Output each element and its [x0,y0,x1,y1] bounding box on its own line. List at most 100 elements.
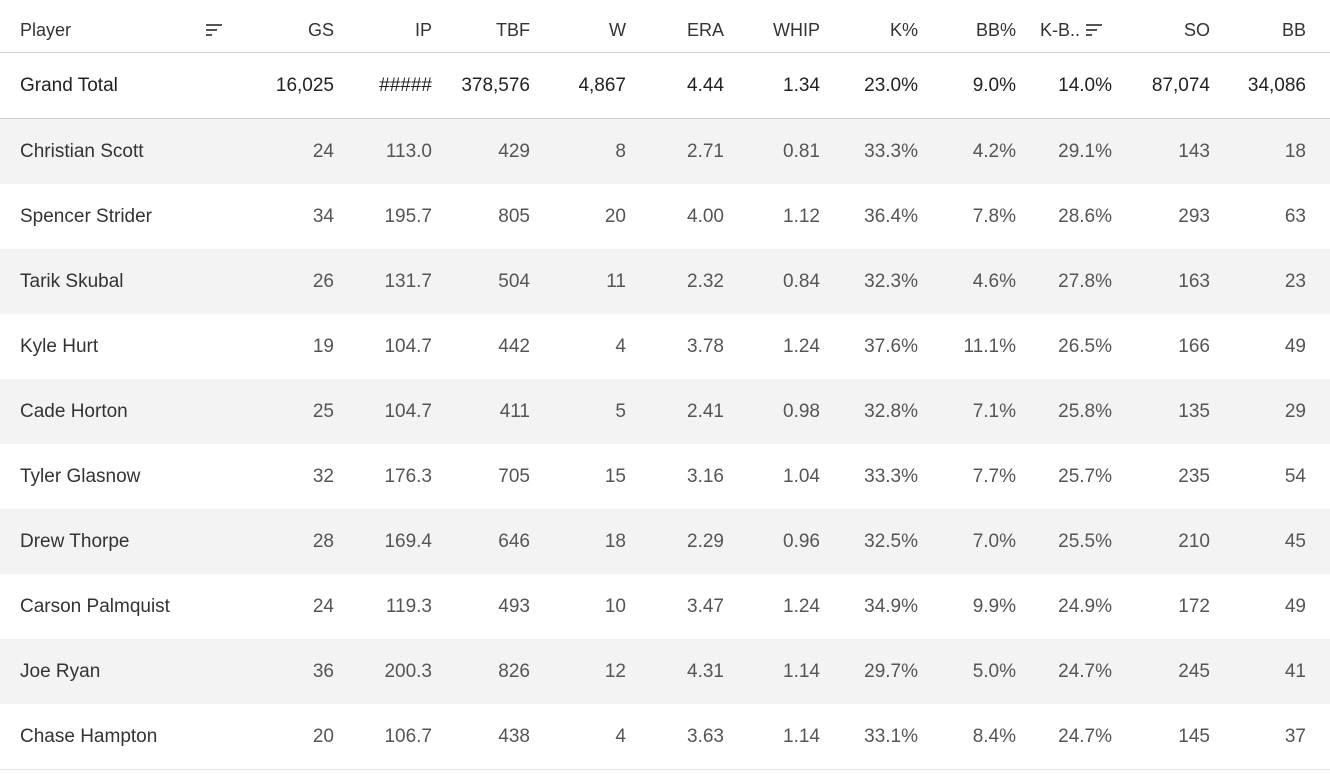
cell-whip: 1.34 [783,74,820,96]
sort-descending-icon[interactable] [1086,23,1103,37]
cell-tbf: 826 [498,660,530,682]
cell-k: 33.1% [864,725,918,747]
cell-bb: 9.0% [972,74,1016,96]
cell-k-b: 14.0% [1058,74,1112,96]
column-header-whip[interactable]: WHIP [730,0,820,52]
column-header-label: BB [1281,19,1306,40]
cell-k-b: 24.7% [1058,725,1112,747]
table-row: Drew Thorpe 28 169.4 646 18 2.29 0.96 32.5% 7.0%… [0,509,1330,574]
cell-so: 172 [1178,595,1210,617]
cell-so: 210 [1178,530,1210,552]
cell-era: 3.78 [687,335,724,357]
cell-k-b: 29.1% [1058,140,1112,162]
cell-so: 135 [1178,400,1210,422]
cell-so: 87,074 [1151,74,1210,96]
cell-k-b: 25.8% [1058,400,1112,422]
cell-bb: 49 [1284,595,1306,617]
cell-gs: 16,025 [275,74,334,96]
cell-era: 2.29 [687,530,724,552]
column-header-label: GS [307,19,334,40]
cell-bb: 7.8% [972,205,1016,227]
column-header-tbf[interactable]: TBF [440,0,530,52]
cell-gs: 34 [312,205,334,227]
cell-ip: 176.3 [384,465,432,487]
cell-tbf: 438 [498,725,530,747]
cell-bb: 7.7% [972,465,1016,487]
cell-k: 23.0% [864,74,918,96]
cell-tbf: 411 [499,400,530,422]
cell-bb: 4.2% [972,140,1016,162]
column-header-bb[interactable]: BB% [926,0,1016,52]
cell-bb: 45 [1284,530,1306,552]
player-name: Christian Scott [20,140,144,162]
table-row: Cade Horton 25 104.7 411 5 2.41 0.98 32.8% 7.1% 2… [0,379,1330,444]
column-header-label: Player [20,19,72,40]
cell-ip: 195.7 [384,205,432,227]
cell-tbf: 504 [498,270,530,292]
column-header-k[interactable]: K% [828,0,918,52]
cell-bb: 37 [1284,725,1306,747]
cell-bb: 8.4% [972,725,1016,747]
column-header-label: ERA [686,19,724,40]
cell-k-b: 25.5% [1058,530,1112,552]
cell-so: 143 [1178,140,1210,162]
cell-era: 2.41 [687,400,724,422]
column-header-label: IP [414,19,432,40]
cell-w: 11 [606,270,626,292]
cell-so: 145 [1178,725,1210,747]
column-header-w[interactable]: W [536,0,626,52]
cell-k: 29.7% [864,660,918,682]
player-name: Tyler Glasnow [20,465,141,487]
cell-whip: 0.98 [783,400,820,422]
cell-whip: 1.14 [783,660,820,682]
cell-w: 4 [615,725,626,747]
cell-k: 36.4% [864,205,918,227]
cell-bb: 49 [1284,335,1306,357]
cell-gs: 36 [312,660,334,682]
cell-whip: 0.84 [783,270,820,292]
cell-gs: 24 [312,140,334,162]
column-header-so[interactable]: SO [1120,0,1210,52]
cell-gs: 20 [312,725,334,747]
sort-descending-icon[interactable] [206,23,222,37]
cell-bb: 23 [1284,270,1306,292]
cell-bb: 34,086 [1247,74,1306,96]
column-header-bb[interactable]: BB [1216,0,1306,52]
column-header-era[interactable]: ERA [634,0,724,52]
cell-k: 32.8% [864,400,918,422]
cell-gs: 32 [312,465,334,487]
cell-tbf: 429 [498,140,530,162]
cell-bb: 7.0% [972,530,1016,552]
cell-bb: 7.1% [972,400,1016,422]
cell-gs: 26 [312,270,334,292]
cell-bb: 41 [1284,660,1306,682]
cell-ip: ##### [379,74,432,96]
player-name: Grand Total [20,74,118,96]
column-header-gs[interactable]: GS [244,0,334,52]
cell-so: 293 [1178,205,1210,227]
cell-k-b: 28.6% [1058,205,1112,227]
cell-k-b: 26.5% [1058,335,1112,357]
cell-bb: 54 [1284,465,1306,487]
table-row: Tarik Skubal 26 131.7 504 11 2.32 0.84 32.3% 4.6… [0,249,1330,314]
cell-bb: 11.1% [963,335,1016,357]
cell-tbf: 378,576 [461,74,530,96]
cell-k: 33.3% [864,140,918,162]
player-name: Drew Thorpe [20,530,130,552]
header-row: Player GS IP TBF W ERA WHIP K% BB% K-B.. SO BB [0,0,1330,53]
column-header-ip[interactable]: IP [342,0,432,52]
player-name: Joe Ryan [20,660,101,682]
cell-era: 4.31 [687,660,724,682]
column-header-player[interactable]: Player [20,0,222,52]
cell-ip: 104.7 [384,400,432,422]
column-header-label: K% [889,19,918,40]
cell-w: 15 [604,465,626,487]
cell-w: 12 [604,660,626,682]
table-row: Christian Scott 24 113.0 429 8 2.71 0.81 33.3% 4… [0,119,1330,184]
column-header-k-b[interactable]: K-B.. [1022,0,1112,52]
cell-whip: 1.24 [783,595,820,617]
cell-era: 3.16 [687,465,724,487]
player-name: Kyle Hurt [20,335,99,357]
cell-era: 2.32 [687,270,724,292]
cell-bb: 5.0% [972,660,1016,682]
